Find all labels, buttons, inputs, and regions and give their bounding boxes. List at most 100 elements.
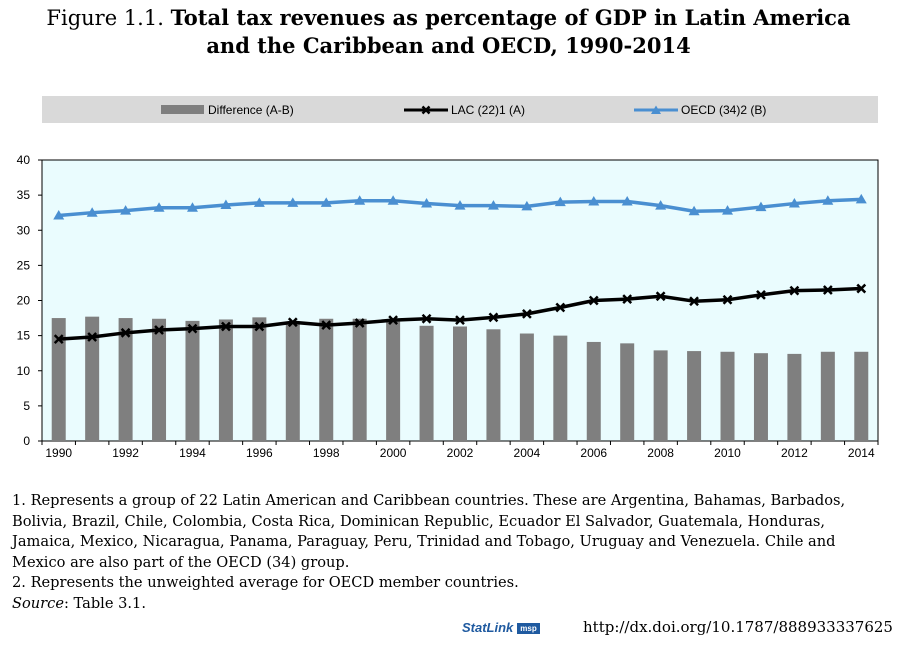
figure-number: Figure 1.1. (46, 6, 164, 30)
point-lac (388, 315, 399, 326)
bar-difference (753, 353, 768, 441)
point-lac (722, 294, 733, 305)
point-lac (622, 294, 633, 304)
y-tick-label: 5 (23, 399, 30, 413)
bar-difference (252, 317, 267, 441)
bar-difference (854, 351, 869, 441)
point-oecd (387, 195, 399, 205)
point-oecd (554, 196, 566, 207)
point-oecd (186, 202, 198, 212)
legend-label-oecd: OECD (34)2 (B) (681, 102, 767, 117)
point-lac (87, 332, 98, 342)
legend-label-lac: LAC (22)1 (A) (451, 102, 526, 117)
bar-difference (820, 351, 835, 441)
point-oecd (822, 195, 834, 205)
legend-swatch-oecd-line (634, 105, 678, 114)
legend-swatch-lac-line (404, 105, 448, 114)
point-oecd (253, 197, 265, 207)
bar-difference (319, 318, 334, 441)
footnotes: 1. Represents a group of 22 Latin Americ… (12, 491, 892, 614)
point-lac (53, 334, 64, 345)
x-tick-label: 2014 (848, 446, 875, 460)
statlink-url[interactable]: http://dx.doi.org/10.1787/888933337625 (583, 618, 893, 636)
bar-difference (687, 351, 702, 441)
point-oecd (86, 207, 98, 217)
bar-difference (787, 353, 802, 441)
bar-difference (519, 333, 534, 441)
bar-difference (352, 318, 367, 441)
point-lac (588, 295, 599, 306)
point-lac (187, 323, 198, 334)
bar-difference (118, 318, 133, 441)
point-lac (120, 327, 131, 338)
bar-difference (285, 321, 300, 441)
bar-difference (185, 320, 200, 441)
point-oecd (755, 201, 767, 212)
legend-item-oecd: OECD (34)2 (B) (634, 96, 766, 123)
point-oecd (655, 200, 667, 210)
point-oecd (521, 200, 533, 211)
point-oecd (688, 205, 700, 216)
bar-difference (486, 329, 501, 441)
y-tick-label: 25 (17, 258, 31, 272)
bar-difference (653, 350, 668, 441)
point-lac (254, 321, 265, 332)
point-oecd (722, 205, 734, 215)
point-lac (689, 296, 699, 307)
y-tick-label: 20 (17, 294, 31, 308)
legend: Difference (A-B) LAC (22)1 (A) OECD (34)… (42, 96, 878, 123)
bar-difference (586, 341, 601, 441)
point-oecd (153, 202, 165, 212)
footnote-2: 2. Represents the unweighted average for… (12, 574, 519, 591)
point-lac (488, 312, 499, 323)
point-oecd (588, 195, 600, 206)
y-tick-label: 35 (17, 188, 31, 202)
y-tick-label: 10 (17, 364, 31, 378)
bar-difference (453, 326, 467, 441)
x-tick-label: 2010 (714, 446, 741, 460)
point-oecd (354, 195, 366, 205)
point-oecd (454, 200, 466, 210)
point-lac (287, 317, 298, 328)
point-lac (421, 313, 432, 324)
bar-difference (720, 351, 735, 441)
footnote-1: 1. Represents a group of 22 Latin Americ… (12, 492, 846, 571)
chart-title: Figure 1.1. Total tax revenues as percen… (0, 4, 897, 59)
y-tick-label: 30 (17, 223, 31, 237)
bar-difference (85, 316, 100, 441)
x-tick-label: 1996 (246, 446, 273, 460)
bar-difference (553, 335, 568, 441)
x-tick-label: 2008 (647, 446, 674, 460)
title-line-1: Total tax revenues as percentage of GDP … (170, 5, 851, 30)
chart-plot: 0 5 10 15 20 25 30 35 40 1990 1992 1994 1996 1998 2000… (17, 153, 879, 460)
statlink-label: StatLink (462, 620, 514, 635)
legend-swatch-bar (161, 105, 204, 114)
x-tick-label: 2004 (514, 446, 541, 460)
point-lac (756, 289, 766, 300)
source-label: Source (12, 594, 64, 612)
point-oecd (487, 200, 499, 210)
point-oecd (320, 197, 332, 207)
point-lac (321, 320, 332, 330)
y-tick-label: 40 (17, 153, 31, 167)
x-tick-label: 2000 (380, 446, 407, 460)
point-lac (354, 318, 365, 328)
point-oecd (788, 198, 800, 208)
bar-difference (620, 343, 635, 441)
point-oecd (220, 199, 232, 209)
point-lac (455, 315, 465, 326)
point-lac (221, 321, 231, 332)
point-oecd (855, 193, 867, 204)
y-tick-label: 15 (17, 329, 31, 343)
point-oecd (621, 195, 633, 206)
bar-difference (419, 325, 434, 441)
x-tick-label: 1990 (45, 446, 72, 460)
statlink-logo: msp (517, 623, 540, 635)
x-tick-label: 1992 (112, 446, 139, 460)
bar-difference (152, 318, 167, 441)
statlink-badge[interactable]: StatLink msp (462, 620, 540, 635)
point-oecd (120, 205, 132, 215)
y-tick-label: 0 (23, 434, 30, 448)
x-tick-label: 1994 (179, 446, 206, 460)
source-note: Source: Table 3.1. (12, 594, 892, 615)
